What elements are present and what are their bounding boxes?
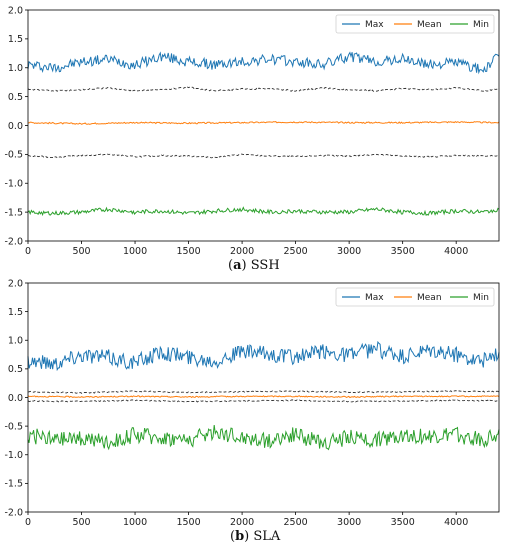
x-tick-label: 2000: [230, 246, 254, 257]
legend-label-mean: Mean: [417, 20, 442, 30]
min-series-line-2: [27, 425, 500, 451]
band-series-line-4: [27, 153, 500, 159]
x-tick-label: 1000: [123, 246, 147, 257]
legend-label-min: Min: [473, 293, 489, 303]
y-tick-label: 1.5: [8, 34, 23, 45]
y-tick-label: 2.0: [8, 5, 23, 16]
mean-series-line-1: [28, 120, 500, 125]
chart-a: 2.0 1.5 1.0 0.5 0.0 -0.5 -1.0 -1.5 -2.00 500 1000 1…: [4, 5, 500, 257]
x-tick-label: 1500: [176, 246, 200, 257]
caption-a-letter: a: [233, 258, 242, 273]
x-tick-label: 1000: [123, 517, 147, 528]
x-tick-label: 0: [25, 517, 31, 528]
plot-frame: [27, 9, 500, 242]
y-tick-label: 0.0: [8, 393, 23, 404]
x-tick-label: 2000: [230, 517, 254, 528]
x-tick-label: 4000: [444, 246, 468, 257]
x-tick-label: 4000: [444, 517, 468, 528]
band-series-line-4: [27, 399, 500, 403]
legend-label-max: Max: [365, 293, 384, 303]
x-tick-label: 3500: [391, 517, 415, 528]
max-series-line-0: [27, 340, 500, 372]
y-tick-label: -1.5: [4, 479, 23, 490]
legend-label-max: Max: [365, 20, 384, 30]
caption-a-text: SSH: [250, 258, 280, 273]
mean-series-line-1: [27, 395, 500, 399]
x-tick-label: 3000: [337, 246, 361, 257]
legend: Max Mean Min: [335, 14, 495, 34]
y-tick-label: 0.5: [8, 364, 23, 375]
x-tick-label: 0: [25, 246, 31, 257]
y-tick-label: 1.0: [8, 336, 23, 347]
x-tick-label: 500: [72, 517, 90, 528]
x-tick-label: 1500: [176, 517, 200, 528]
y-tick-label: -2.0: [4, 236, 23, 247]
caption-b-text: SLA: [253, 529, 281, 544]
x-tick-label: 500: [72, 246, 90, 257]
legend-box: [335, 14, 495, 34]
max-series-line-0: [27, 51, 500, 75]
y-tick-label: -2.0: [4, 507, 23, 518]
band-series-line-3: [27, 86, 500, 92]
x-tick-label: 2500: [284, 246, 308, 257]
legend-box: [335, 287, 495, 307]
y-tick-label: -1.5: [4, 207, 23, 218]
y-tick-label: 0.0: [8, 121, 23, 132]
caption-b: (b) SLA: [230, 529, 281, 544]
y-tick-label: -0.5: [4, 150, 23, 161]
y-tick-label: 1.0: [8, 63, 23, 74]
y-tick-label: 1.5: [8, 307, 23, 318]
caption-a: (a) SSH: [228, 258, 280, 273]
band-series-line-3: [27, 390, 500, 394]
x-tick-label: 2500: [284, 517, 308, 528]
legend-label-mean: Mean: [417, 293, 442, 303]
y-tick-label: -1.0: [4, 450, 23, 461]
caption-b-letter: b: [235, 529, 245, 544]
y-tick-label: 0.5: [8, 92, 23, 103]
x-tick-label: 3000: [337, 517, 361, 528]
legend: Max Mean Min: [335, 287, 495, 307]
x-tick-label: 3500: [391, 246, 415, 257]
min-series-line-2: [27, 206, 500, 217]
legend-label-min: Min: [473, 20, 489, 30]
chart-b: 2.0 1.5 1.0 0.5 0.0 -0.5 -1.0 -1.5 -2.00 500 1000 1…: [4, 278, 500, 528]
y-tick-label: 2.0: [8, 278, 23, 289]
y-tick-label: -0.5: [4, 421, 23, 432]
y-tick-label: -1.0: [4, 179, 23, 190]
